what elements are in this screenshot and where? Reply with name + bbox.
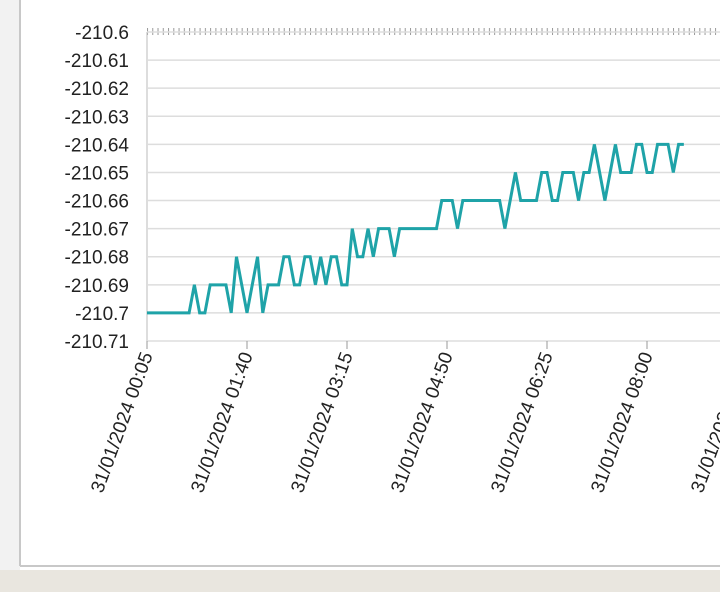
- plot: [147, 142, 684, 315]
- map-strip: [0, 570, 720, 592]
- y-tick-label: -210.64: [65, 135, 130, 156]
- y-tick-label: -210.68: [65, 248, 129, 269]
- grid: -210.6 -210.61 -210.62 -210.63 -210.64 -210.6…: [65, 23, 720, 496]
- y-tick-label: -210.63: [65, 107, 129, 128]
- y-tick-label: -210.65: [65, 163, 129, 184]
- y-tick-label: -210.71: [65, 332, 129, 353]
- y-tick-label: -210.7: [75, 304, 129, 325]
- y-tick-label: -210.61: [65, 51, 129, 72]
- y-tick-label: -210.6: [75, 23, 129, 44]
- y-tick-label: -210.67: [65, 220, 129, 241]
- y-tick-label: -210.69: [65, 276, 129, 297]
- y-tick-label: -210.66: [65, 192, 129, 213]
- y-tick-label: -210.62: [65, 79, 129, 100]
- data-line: [147, 142, 684, 315]
- side-strip: [0, 0, 20, 570]
